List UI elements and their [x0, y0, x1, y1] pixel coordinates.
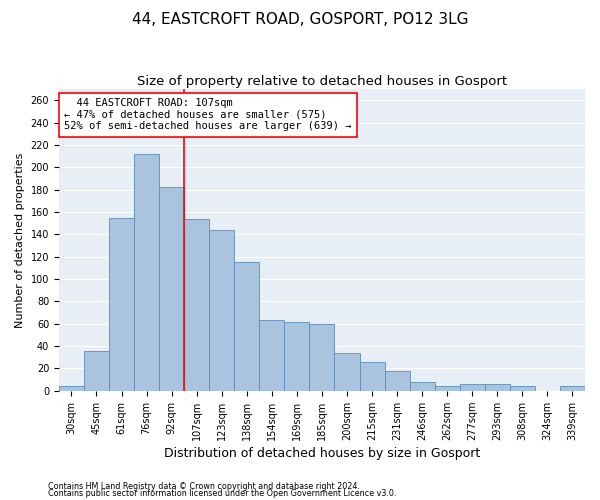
Y-axis label: Number of detached properties: Number of detached properties	[15, 152, 25, 328]
Title: Size of property relative to detached houses in Gosport: Size of property relative to detached ho…	[137, 75, 507, 88]
Bar	[109, 218, 134, 391]
Bar	[259, 320, 284, 391]
Bar	[410, 382, 434, 391]
Bar	[59, 386, 84, 391]
Text: Contains HM Land Registry data © Crown copyright and database right 2024.: Contains HM Land Registry data © Crown c…	[48, 482, 360, 491]
Bar	[385, 370, 410, 391]
Bar	[334, 353, 359, 391]
Bar	[184, 219, 209, 391]
Text: 44 EASTCROFT ROAD: 107sqm
← 47% of detached houses are smaller (575)
52% of semi: 44 EASTCROFT ROAD: 107sqm ← 47% of detac…	[64, 98, 352, 132]
Bar	[510, 386, 535, 391]
Bar	[234, 262, 259, 391]
Bar	[159, 188, 184, 391]
Bar	[209, 230, 234, 391]
Bar	[460, 384, 485, 391]
Bar	[84, 350, 109, 391]
Bar	[310, 324, 334, 391]
Text: Contains public sector information licensed under the Open Government Licence v3: Contains public sector information licen…	[48, 489, 397, 498]
Bar	[560, 386, 585, 391]
X-axis label: Distribution of detached houses by size in Gosport: Distribution of detached houses by size …	[164, 447, 480, 460]
Text: 44, EASTCROFT ROAD, GOSPORT, PO12 3LG: 44, EASTCROFT ROAD, GOSPORT, PO12 3LG	[132, 12, 468, 28]
Bar	[485, 384, 510, 391]
Bar	[284, 322, 310, 391]
Bar	[434, 386, 460, 391]
Bar	[134, 154, 159, 391]
Bar	[359, 362, 385, 391]
